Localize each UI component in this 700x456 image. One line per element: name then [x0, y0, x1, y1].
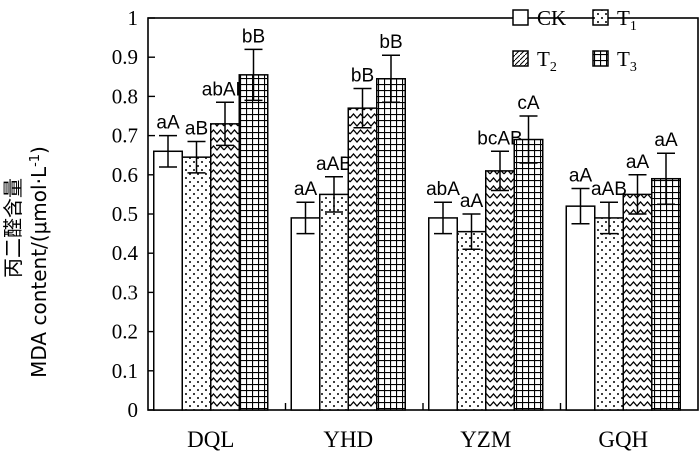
y-axis-title-en-sup: -1 — [28, 154, 43, 167]
y-tick-label: 0.4 — [112, 241, 139, 265]
x-category-label: GQH — [598, 427, 648, 452]
significance-label: aA — [460, 191, 484, 212]
significance-label: abAB — [202, 79, 248, 100]
axes: 0 0.1 0.2 0.3 0.4 0.5 0.6 0.7 0.8 0.9 1 DQL YHD YZM GQ… — [112, 6, 699, 452]
bar-t1 — [456, 230, 487, 411]
legend-label: T3 — [617, 47, 637, 75]
legend-swatch — [512, 50, 529, 67]
y-tick-label: 0.2 — [112, 320, 138, 344]
bar-t1 — [181, 156, 212, 411]
y-tick-label: 0.9 — [112, 45, 138, 69]
y-axis-title-en-main: MDA content/(μmol·L — [27, 166, 51, 378]
significance-label: aA — [569, 166, 593, 187]
x-category-label: YHD — [323, 427, 373, 452]
bar-t3 — [513, 138, 544, 411]
significance-label: bB — [351, 66, 374, 87]
significance-label: aA — [294, 179, 318, 200]
legend: CK T1 T2 T3 — [512, 6, 637, 75]
significance-label: bB — [379, 32, 402, 53]
y-tick-label: 0.8 — [112, 84, 138, 108]
bar-ck — [428, 217, 458, 411]
y-axis-title-en: MDA content/(μmol·L-1) — [27, 146, 51, 378]
y-tick-label: 0.3 — [112, 280, 138, 304]
y-axis-title-en-end: ) — [27, 146, 51, 154]
legend-label: T2 — [537, 47, 557, 75]
y-tick-label: 0.7 — [112, 124, 138, 148]
bar-t1 — [319, 193, 349, 411]
significance-label: bB — [242, 26, 265, 47]
significance-label: aA — [156, 113, 180, 134]
bar-ck — [290, 217, 321, 411]
legend-swatch — [592, 50, 609, 67]
legend-swatch — [512, 9, 529, 26]
bar-t3 — [376, 78, 406, 411]
y-tick-label: 0.5 — [112, 202, 138, 226]
bar-t1 — [594, 217, 624, 411]
bar-t2 — [485, 170, 515, 411]
y-tick-label: 1 — [128, 6, 139, 30]
significance-label: aAB — [591, 179, 627, 200]
y-axis-title: 丙二醛含量 MDA content/(μmol·L-1) — [1, 146, 51, 378]
significance-label: aA — [626, 152, 650, 173]
bar-t2 — [622, 193, 653, 411]
significance-label: aB — [185, 118, 208, 139]
y-tick-label: 0.6 — [112, 163, 138, 187]
significance-label: abA — [426, 179, 460, 200]
y-axis-title-cn: 丙二醛含量 — [1, 178, 25, 278]
x-category-label: DQL — [187, 427, 234, 452]
significance-label: aAB — [316, 154, 352, 175]
legend-swatch — [592, 9, 609, 26]
y-tick-label: 0 — [128, 398, 139, 422]
x-category-label: YZM — [460, 427, 511, 452]
significance-label: aA — [654, 130, 678, 151]
bar-t2 — [347, 107, 378, 411]
bar-ck — [153, 150, 183, 411]
significance-label: cA — [517, 93, 540, 114]
bar-t2 — [210, 123, 240, 411]
legend-label: CK — [537, 6, 566, 30]
legend-label: T1 — [617, 6, 637, 34]
significance-label: bcAB — [477, 128, 522, 149]
bar-ck — [565, 205, 596, 411]
bar-t3 — [651, 177, 681, 411]
bar-t3 — [238, 74, 269, 411]
y-tick-label: 0.1 — [112, 359, 138, 383]
